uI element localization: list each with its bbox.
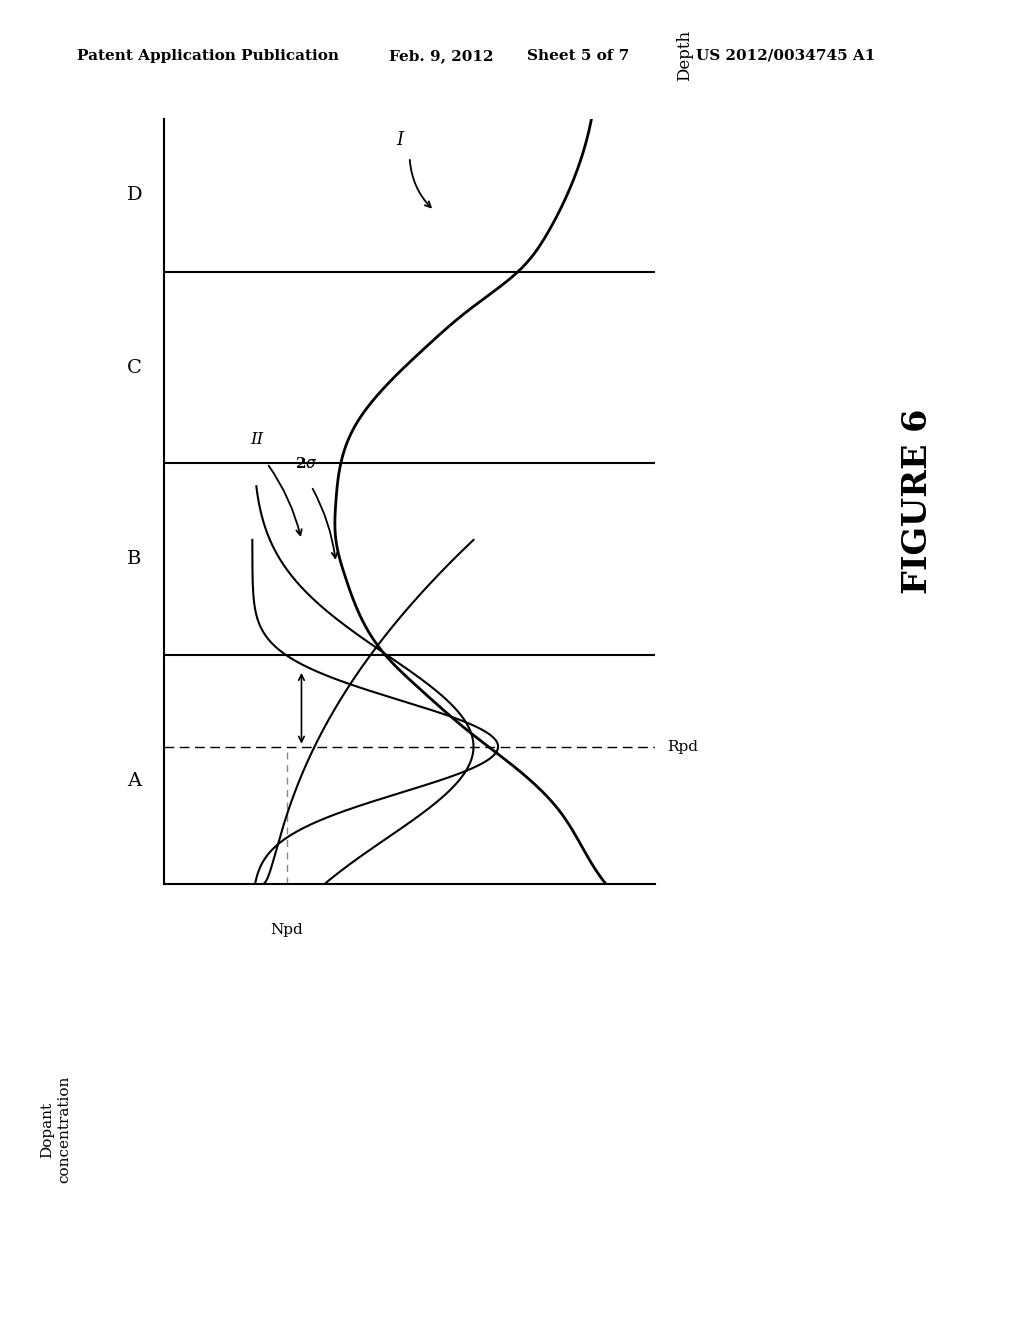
Text: II: II	[251, 432, 264, 447]
Text: I: I	[396, 132, 403, 149]
Text: Patent Application Publication: Patent Application Publication	[77, 49, 339, 63]
Text: Rpd: Rpd	[668, 739, 698, 754]
Text: A: A	[127, 772, 141, 791]
Text: Depth: Depth	[676, 29, 693, 81]
Text: Feb. 9, 2012: Feb. 9, 2012	[389, 49, 494, 63]
Text: Sheet 5 of 7: Sheet 5 of 7	[527, 49, 630, 63]
Text: B: B	[127, 550, 141, 568]
Text: Dopant
concentration: Dopant concentration	[41, 1076, 71, 1183]
Text: C: C	[127, 359, 141, 376]
Text: D: D	[127, 186, 142, 205]
Text: 2$\sigma$: 2$\sigma$	[295, 455, 317, 471]
Text: US 2012/0034745 A1: US 2012/0034745 A1	[696, 49, 876, 63]
Text: FIGURE 6: FIGURE 6	[901, 409, 934, 594]
Text: Npd: Npd	[270, 923, 303, 937]
